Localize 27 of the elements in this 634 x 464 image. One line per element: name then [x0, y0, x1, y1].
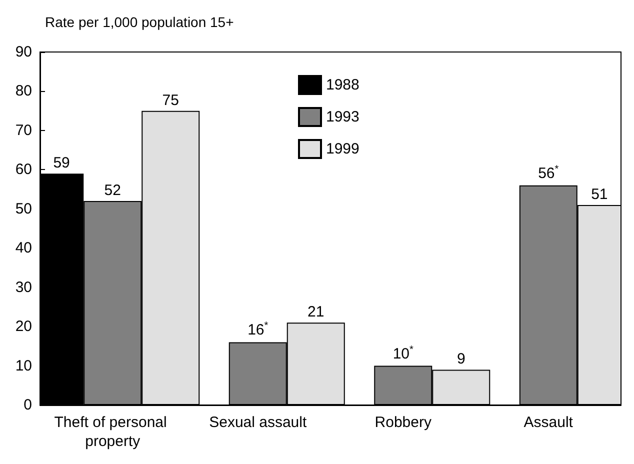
- y-tick-label: 80: [15, 82, 32, 100]
- data-label: 9: [456, 350, 466, 368]
- y-axis-title: Rate per 1,000 population 15+: [45, 14, 234, 30]
- y-tick-label: 30: [15, 278, 32, 296]
- data-label: 51: [591, 186, 608, 203]
- x-tick-label: Theft of personal property: [54, 414, 171, 450]
- x-tick-label: Sexual assault: [209, 414, 308, 431]
- legend-label: 1999: [326, 140, 360, 158]
- data-label: 75: [162, 92, 179, 109]
- x-tick-label: Robbery: [374, 414, 432, 431]
- y-tick-label: 40: [15, 240, 32, 257]
- y-tick-label: 50: [15, 200, 32, 218]
- y-tick-label: 10: [15, 357, 32, 374]
- data-label: 59: [53, 154, 70, 172]
- y-tick-label: 60: [15, 161, 32, 178]
- legend-label: 1988: [326, 76, 360, 94]
- y-tick-label: 70: [15, 122, 32, 139]
- legend-label: 1993: [326, 108, 360, 126]
- data-label: 16*: [248, 320, 268, 339]
- y-tick-label: 0: [24, 396, 32, 414]
- x-tick-label: Assault: [524, 414, 574, 431]
- data-label: 52: [104, 182, 121, 200]
- y-tick-label: 20: [15, 318, 32, 336]
- data-label: 56*: [538, 164, 559, 182]
- data-label: 21: [308, 304, 324, 321]
- y-tick-label: 90: [15, 44, 32, 60]
- data-label: 10*: [392, 344, 414, 362]
